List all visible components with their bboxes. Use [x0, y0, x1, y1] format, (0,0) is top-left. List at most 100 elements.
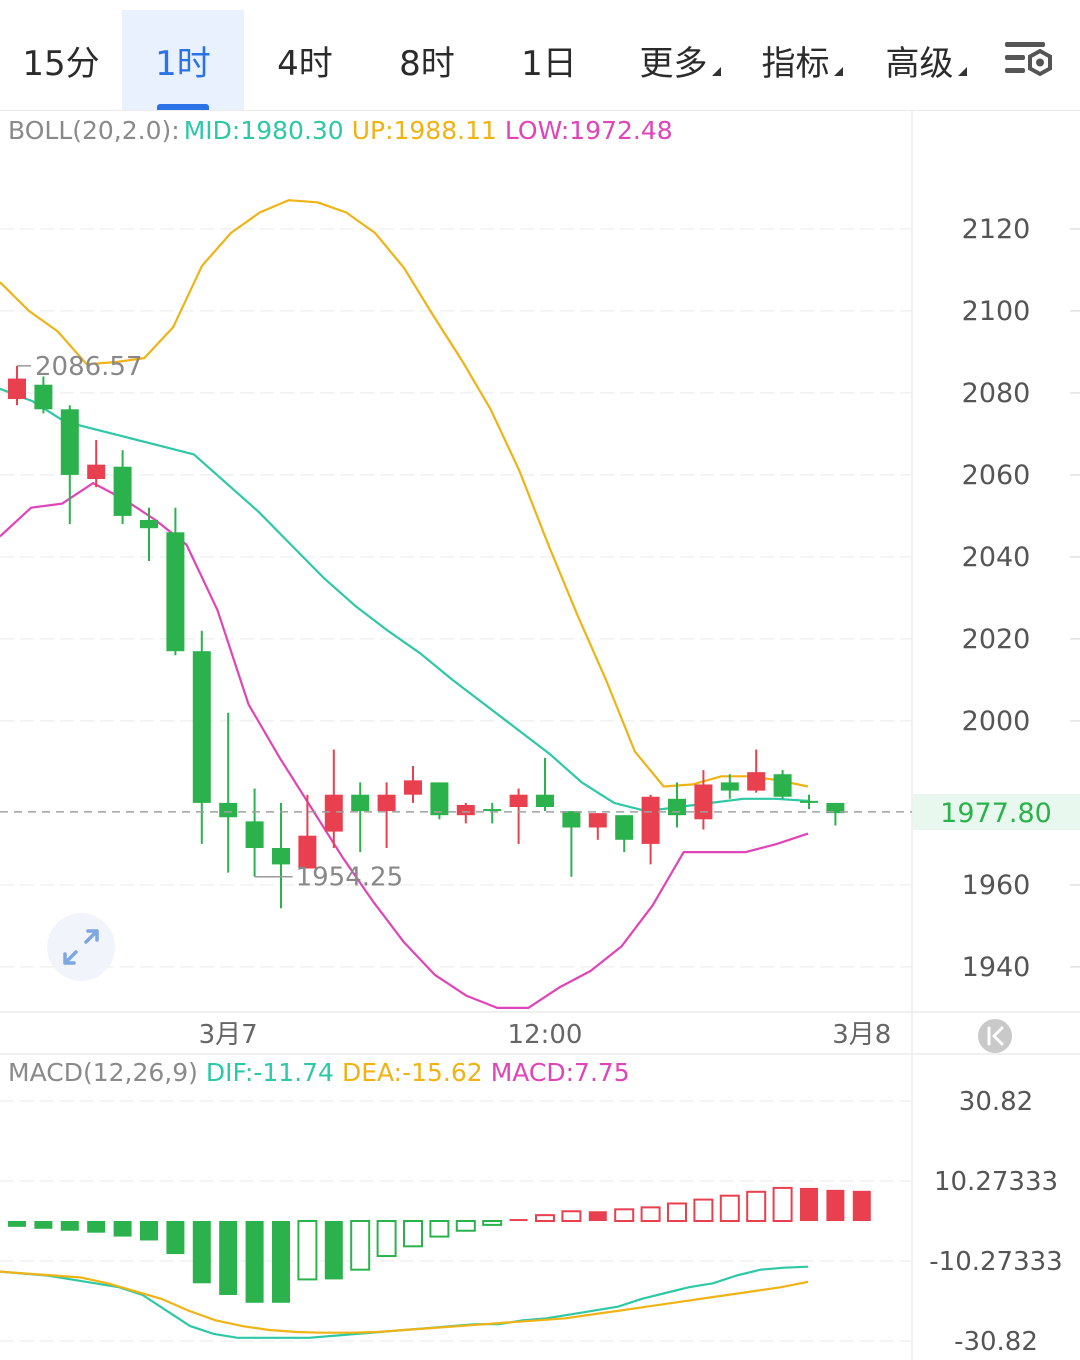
boll-upper-line — [0, 199, 809, 788]
price-axis: 2120 2100 2080 2060 2040 2020 2000 1960 1940 — [962, 214, 1031, 983]
candle-body — [826, 802, 845, 814]
macd-bar — [324, 1221, 343, 1280]
macd-tick-label: -10.27333 — [929, 1247, 1062, 1277]
chart-settings-icon[interactable] — [1003, 38, 1059, 82]
candle-body — [87, 464, 106, 479]
tab-4h[interactable]: 4时 — [244, 10, 366, 110]
min-price-label: 1954.25 — [296, 863, 404, 893]
macd-bar — [166, 1221, 185, 1255]
macd-bar — [772, 1186, 793, 1223]
price-tick-label: 2120 — [962, 214, 1031, 245]
macd-bar — [509, 1219, 528, 1222]
boll-up-label: UP:1988.11 — [352, 116, 497, 145]
macd-bar — [482, 1220, 503, 1226]
macd-axis: 30.82 10.27333 -10.27333 -30.82 — [929, 1087, 1062, 1357]
macd-bar — [272, 1221, 290, 1303]
macd-bar — [852, 1190, 871, 1221]
tab-label: 高级 — [885, 43, 954, 84]
macd-tick-label: 30.82 — [959, 1087, 1033, 1117]
tab-advanced[interactable]: 高级 — [866, 10, 986, 110]
price-tick-label: 1940 — [962, 952, 1031, 983]
macd-bar — [719, 1194, 740, 1223]
macd-bar — [535, 1214, 555, 1223]
dropdown-caret-icon — [957, 66, 967, 76]
candle-body — [404, 780, 422, 795]
scroll-to-latest-icon[interactable] — [978, 1019, 1012, 1053]
macd-bar — [800, 1187, 818, 1221]
current-price-tag — [913, 793, 1080, 830]
timeframe-tabs: 15分 1时 4时 8时 1日 更多 指标 高级 — [0, 0, 1080, 111]
macd-tick-label: -30.82 — [954, 1327, 1038, 1357]
tab-1h[interactable]: 1时 — [122, 10, 244, 110]
macd-bar — [376, 1220, 397, 1258]
macd-bar — [140, 1221, 158, 1241]
tab-label: 1时 — [155, 43, 211, 84]
tab-1d[interactable]: 1日 — [488, 10, 610, 110]
candle-body — [245, 821, 264, 848]
price-tick-label: 2040 — [962, 542, 1031, 573]
tab-8h[interactable]: 8时 — [366, 10, 488, 110]
time-tick-label: 12:00 — [508, 1020, 583, 1050]
macd-dea-label: DEA:-15.62 — [342, 1058, 483, 1087]
max-price-label: 2086.57 — [35, 352, 143, 382]
candlesticks — [8, 365, 845, 909]
candle-body — [456, 804, 475, 816]
extreme-markers: 2086.57 1954.25 — [17, 352, 403, 893]
tab-more[interactable]: 更多 — [620, 10, 740, 110]
macd-bar — [297, 1220, 318, 1281]
macd-bar — [219, 1221, 238, 1295]
macd-bar — [588, 1211, 607, 1221]
expand-icon[interactable] — [47, 913, 115, 981]
macd-bar — [826, 1189, 845, 1221]
candle-body — [562, 811, 581, 828]
candle-body — [324, 794, 343, 832]
candle-body — [140, 520, 158, 529]
macd-bar — [192, 1221, 211, 1284]
candle-body — [536, 794, 554, 807]
macd-bar — [34, 1221, 53, 1229]
kline-chart[interactable]: 2120 2100 2080 2060 2040 2020 2000 1960 1940 BOL… — [0, 110, 1080, 1360]
candle-body — [615, 815, 634, 840]
candle-body — [747, 772, 766, 791]
macd-bar — [245, 1221, 264, 1303]
time-tick-label: 3月8 — [832, 1020, 891, 1050]
macd-bar — [8, 1221, 26, 1227]
macd-dea-line — [0, 1270, 809, 1334]
candle-body — [800, 800, 818, 803]
candle-body — [298, 835, 317, 869]
candle-body — [192, 651, 211, 803]
macd-bar — [455, 1220, 476, 1232]
macd-dif-label: DIF:-11.74 — [206, 1058, 334, 1087]
macd-histogram — [8, 1186, 871, 1303]
candle-body — [34, 384, 53, 410]
tab-indicators[interactable]: 指标 — [742, 10, 862, 110]
candle-body — [166, 532, 185, 652]
macd-grid — [0, 1100, 912, 1342]
macd-bar — [693, 1198, 714, 1222]
tab-label: 更多 — [639, 43, 708, 84]
price-tick-label: 2080 — [962, 378, 1031, 409]
current-price-value: 1977.80 — [940, 798, 1052, 829]
candle-body — [720, 782, 739, 791]
macd-bar — [113, 1221, 132, 1237]
macd-bar — [561, 1210, 582, 1223]
macd-bar — [403, 1220, 423, 1248]
candle-body — [272, 848, 290, 865]
boll-low-label: LOW:1972.48 — [505, 116, 673, 145]
tab-label: 15分 — [22, 43, 100, 84]
time-axis: 3月7 12:00 3月8 — [199, 1020, 892, 1050]
chart-frame — [0, 110, 1080, 1360]
macd-lines — [0, 1265, 809, 1339]
tab-label: 指标 — [761, 43, 830, 84]
macd-bar — [350, 1220, 371, 1271]
tab-15m[interactable]: 15分 — [0, 10, 122, 110]
boll-lower-line — [0, 482, 809, 1010]
dropdown-caret-icon — [833, 66, 843, 76]
candle-body — [219, 802, 238, 818]
boll-legend: BOLL(20,2.0): MID:1980.30 UP:1988.11 LOW:19… — [8, 116, 673, 145]
macd-bar — [87, 1221, 106, 1233]
tab-label: 8时 — [399, 43, 455, 84]
candle-body — [8, 378, 26, 400]
boll-mid-line — [0, 387, 809, 813]
dropdown-caret-icon — [711, 66, 721, 76]
